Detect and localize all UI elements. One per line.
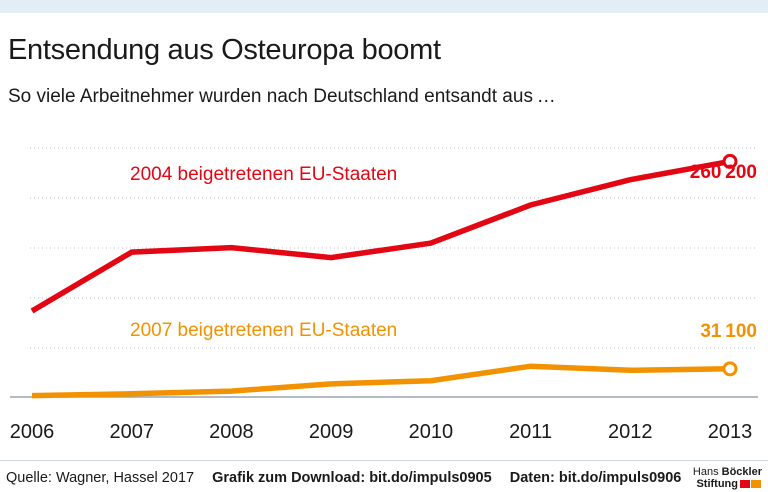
x-tick-label-2009: 2009 (309, 421, 354, 443)
top-band (0, 0, 768, 13)
series-line-1 (31, 363, 731, 399)
footer-data-link[interactable]: Daten: bit.do/impuls0906 (509, 470, 682, 486)
page-subtitle: So viele Arbeitnehmer wurden nach Deutsc… (8, 86, 556, 107)
logo-red-mark (740, 480, 750, 488)
x-tick-label-2010: 2010 (409, 421, 454, 443)
x-tick-label-2011: 2011 (509, 421, 552, 443)
footer-download-link[interactable]: Grafik zum Download: bit.do/impuls0905 (212, 470, 492, 486)
series-end-value-0: 260 200 (690, 162, 757, 183)
x-axis-ticks: 2006 2007 2008 2009 2010 2011 2012 2013 (10, 421, 753, 443)
series-end-marker-1 (722, 361, 738, 377)
series-end-value-1: 31 100 (700, 321, 757, 342)
footer: Quelle: Wagner, Hassel 2017 Grafik zum D… (6, 470, 695, 486)
series-end-marker-0 (722, 153, 738, 169)
series-name-label-0: 2004 beigetretenen EU-Staaten (130, 164, 397, 185)
series-line-0 (30, 158, 731, 314)
x-tick-label-2008: 2008 (209, 421, 254, 443)
x-tick-label-2012: 2012 (608, 421, 653, 443)
hans-boeckler-logo: Hans Böckler Stiftung (682, 466, 762, 490)
grid-lines (10, 147, 758, 398)
x-tick-label-2007: 2007 (109, 421, 154, 443)
line-chart: 2004 beigetretenen EU-Staaten 260 200 2007… (10, 147, 758, 443)
x-tick-label-2006: 2006 (10, 421, 55, 443)
series-lines (30, 153, 738, 399)
footer-source: Quelle: Wagner, Hassel 2017 (6, 470, 195, 486)
footer-divider (0, 460, 768, 461)
page-title: Entsendung aus Osteuropa boomt (8, 34, 441, 66)
logo-orange-mark (751, 480, 761, 488)
x-tick-label-2013: 2013 (708, 421, 753, 443)
logo-line-2: Stiftung (696, 478, 738, 490)
series-name-label-1: 2007 beigetretenen EU-Staaten (130, 320, 397, 341)
series-labels: 2004 beigetretenen EU-Staaten 260 200 2007… (130, 162, 757, 342)
logo-line-1: Hans Böckler (692, 466, 762, 478)
